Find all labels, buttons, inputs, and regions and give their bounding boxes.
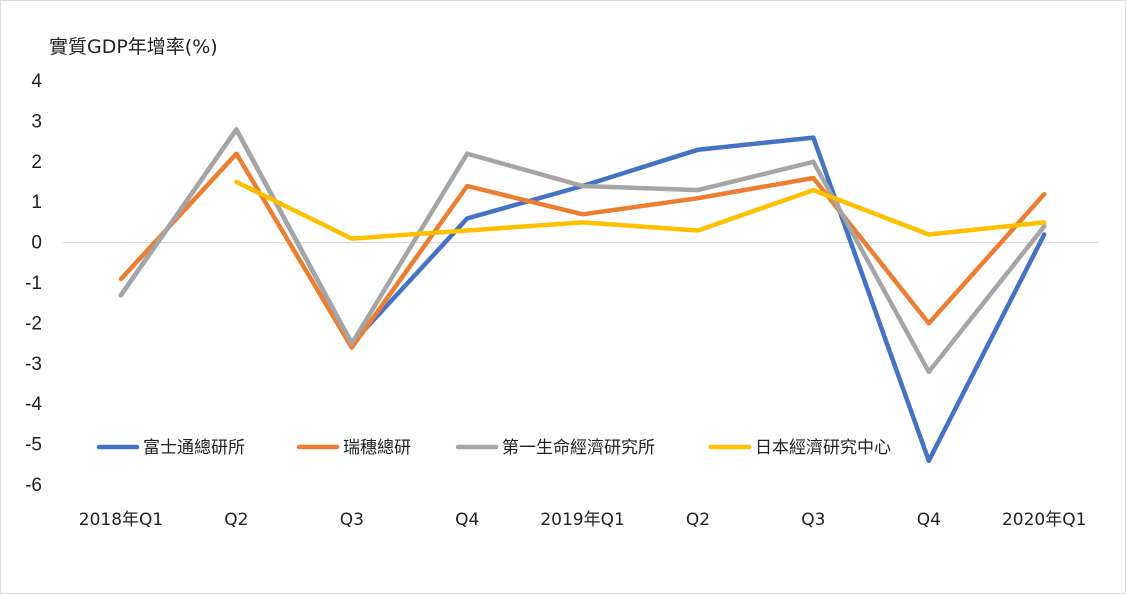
series-line-2 [118,151,1047,350]
y-tick-label: -6 [25,475,42,496]
legend-label: 第一生命經濟研究所 [502,438,655,458]
series-line-4 [234,179,1047,241]
legend-label: 瑞穗總研 [343,438,411,458]
y-tick-label: -5 [25,435,42,456]
legend: 富士通總研所 瑞穗總研 第一生命經濟研究所 日本經濟研究中心 [96,438,891,458]
legend-label: 富士通總研所 [143,438,245,458]
y-tick-label: -2 [25,313,42,334]
y-tick-label: -3 [25,354,42,375]
x-tick-label: Q2 [224,510,248,530]
y-tick-label: 0 [31,233,42,254]
y-tick-label: 4 [31,71,42,92]
y-tick-label: 1 [31,192,42,213]
y-tick-label: 3 [31,111,42,132]
x-axis-ticks: 2018年Q1 Q2 Q3 Q4 2019年Q1 Q2 Q3 Q4 2020年Q1 [79,510,1087,530]
x-tick-label: Q4 [455,510,479,530]
series-line-3 [118,127,1047,375]
x-tick-label: 2018年Q1 [79,510,163,530]
y-tick-label: 2 [31,152,42,173]
x-tick-label: Q3 [340,510,364,530]
x-tick-label: 2020年Q1 [1002,510,1086,530]
y-axis-ticks: 4 3 2 1 0 -1 -2 -3 -4 -5 -6 [25,71,42,496]
x-tick-label: Q2 [686,510,710,530]
y-axis-title: 實質GDP年增率(%) [49,36,218,58]
legend-label: 日本經濟研究中心 [755,438,891,458]
x-tick-label: Q3 [801,510,825,530]
y-tick-label: -1 [25,273,42,294]
x-tick-label: 2019年Q1 [540,510,624,530]
series-lines [118,127,1047,464]
x-tick-label: Q4 [917,510,941,530]
y-tick-label: -4 [25,394,42,415]
